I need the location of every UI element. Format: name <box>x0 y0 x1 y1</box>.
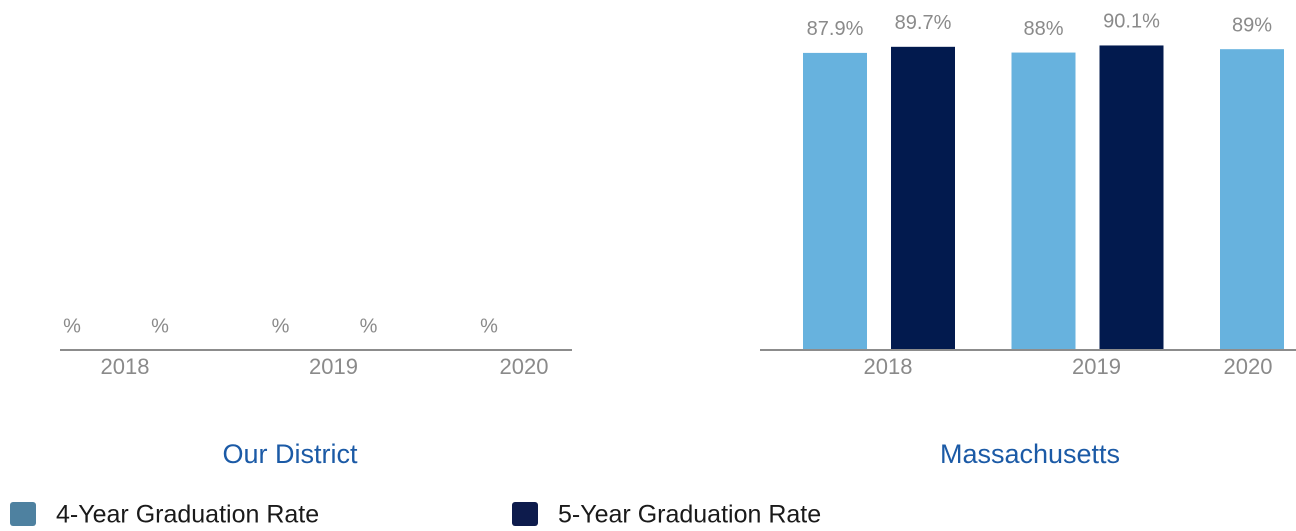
value-label: % <box>480 315 498 337</box>
bar <box>1220 49 1284 351</box>
x-tick-label: 2018 <box>101 354 150 379</box>
x-tick-label: 2018 <box>864 354 913 379</box>
x-tick-label: 2020 <box>1224 354 1273 379</box>
chart-title: Our District <box>223 439 358 469</box>
legend-label: 5-Year Graduation Rate <box>558 501 821 529</box>
legend-swatch <box>512 502 538 526</box>
value-label: 89% <box>1232 14 1272 36</box>
value-label: % <box>63 315 81 337</box>
value-label: % <box>360 315 378 337</box>
x-tick-label: 2020 <box>500 354 549 379</box>
bar <box>1099 45 1164 350</box>
value-label: 87.9% <box>807 18 864 40</box>
chart-title: Massachusetts <box>940 439 1120 469</box>
value-label: % <box>272 315 290 337</box>
x-tick-label: 2019 <box>1072 354 1121 379</box>
value-label: 89.7% <box>895 12 952 34</box>
bar <box>803 52 867 350</box>
bar <box>891 46 955 351</box>
value-label: 90.1% <box>1103 11 1160 33</box>
legend-label: 4-Year Graduation Rate <box>56 501 319 529</box>
value-label: 88% <box>1023 18 1063 40</box>
legend-swatch <box>10 502 36 526</box>
x-tick-label: 2019 <box>309 354 358 379</box>
bar <box>1011 52 1076 351</box>
value-label: % <box>151 315 169 337</box>
